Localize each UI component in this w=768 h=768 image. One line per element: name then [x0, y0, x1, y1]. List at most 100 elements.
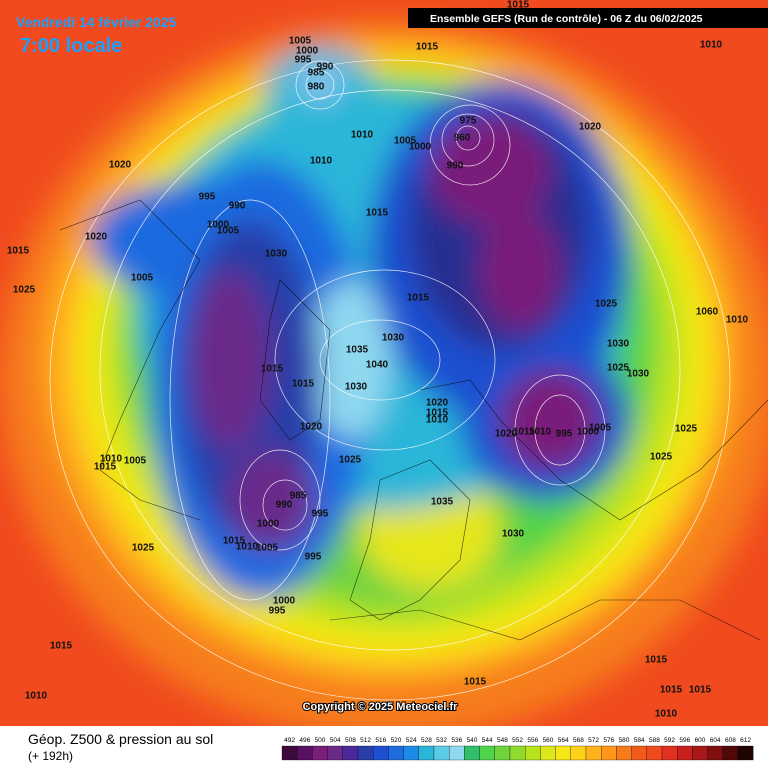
- legend-swatch: [646, 745, 663, 761]
- isobar-label: 1015: [416, 42, 439, 53]
- isobar-label: 1035: [431, 497, 454, 508]
- isobar-label: 1010: [655, 709, 678, 720]
- isobar-label: 1030: [382, 333, 405, 344]
- isobar-label: 1010: [426, 415, 449, 426]
- isobar-label: 1030: [265, 249, 288, 260]
- isobar-label: 1005: [256, 543, 279, 554]
- isobar-label: 990: [447, 161, 464, 172]
- legend-label: 552: [512, 737, 523, 744]
- height-field: [0, 20, 768, 740]
- legend: 492 496 500 504 508 512 516 520 524 528 532 536 540 5…: [281, 737, 754, 761]
- isobar-label: 1020: [109, 160, 132, 171]
- legend-label: 512: [360, 737, 371, 744]
- legend-swatch: [555, 745, 571, 761]
- legend-swatch: [601, 745, 617, 761]
- isobar-label: 1000: [273, 596, 296, 607]
- isobar-label: 1010: [726, 315, 749, 326]
- legend-label: 608: [725, 737, 736, 744]
- legend-label: 600: [695, 737, 706, 744]
- isobar-label: 1025: [13, 285, 36, 296]
- isobar-label: 1015: [513, 427, 536, 438]
- isobar-label: 990: [317, 62, 334, 73]
- isobar-label: 1005: [124, 456, 147, 467]
- legend-label: 524: [406, 737, 417, 744]
- isobar-label: 1000: [409, 142, 432, 153]
- isobar-label: 1005: [289, 36, 312, 47]
- legend-swatch: [722, 745, 739, 761]
- legend-label: 556: [527, 737, 538, 744]
- isobar-label: 995: [556, 429, 573, 440]
- isobar-label: 1015: [407, 293, 430, 304]
- isobar-label: 980: [308, 82, 325, 93]
- isobar-label: 1010: [236, 542, 259, 553]
- legend-swatch: [570, 745, 587, 761]
- isobar-label: 1015: [689, 685, 712, 696]
- legend-swatch: [585, 745, 602, 761]
- isobar-label: 1025: [339, 455, 362, 466]
- time: 7:00 locale: [20, 35, 122, 57]
- legend-swatch: [677, 745, 693, 761]
- legend-swatch: [357, 745, 374, 761]
- legend-label: 504: [330, 737, 341, 744]
- legend-label: 492: [284, 737, 295, 744]
- isobar-label: 1005: [217, 226, 240, 237]
- isobar-label: 1015: [660, 685, 683, 696]
- copyright: Copyright © 2025 Meteociel.fr: [303, 701, 459, 713]
- legend-swatch: [737, 745, 754, 761]
- isobar-label: 1020: [85, 232, 108, 243]
- isobar-label: 1020: [426, 398, 449, 409]
- date: Vendredi 14 février 2025: [16, 14, 177, 30]
- isobar-label: 1010: [529, 427, 552, 438]
- isobar-label: 990: [276, 500, 293, 511]
- legend-swatch: [692, 745, 708, 761]
- isobar-label: 1015: [261, 364, 284, 375]
- isobar-label: 1000: [207, 220, 230, 231]
- legend-label: 584: [634, 737, 645, 744]
- isobar-label: 1030: [607, 339, 630, 350]
- legend-label: 540: [467, 737, 478, 744]
- legend-swatch: [373, 745, 389, 761]
- isobar-label: 995: [295, 55, 312, 66]
- isobar-label: 1005: [394, 136, 417, 147]
- isobar-label: 1015: [507, 0, 530, 11]
- legend-swatch: [494, 745, 511, 761]
- legend-swatch: [661, 745, 678, 761]
- legend-label: 500: [315, 737, 326, 744]
- isobar-label: 1015: [464, 677, 487, 688]
- footer-title: Géop. Z500 & pression au sol: [28, 731, 213, 747]
- isobar-label: 1010: [310, 156, 333, 167]
- legend-label: 612: [740, 737, 751, 744]
- legend-swatch: [479, 745, 495, 761]
- footer-lead: (+ 192h): [28, 749, 73, 763]
- isobar-label: 1000: [257, 519, 280, 530]
- isobar-label: 985: [308, 68, 325, 79]
- legend-swatch: [418, 745, 435, 761]
- legend-label: 532: [436, 737, 447, 744]
- isobar-label: 1025: [650, 452, 673, 463]
- isobar-label: 1010: [351, 130, 374, 141]
- legend-label: 560: [543, 737, 554, 744]
- legend-swatch: [312, 745, 328, 761]
- isobar-label: 1040: [366, 360, 389, 371]
- isobar-label: 1030: [502, 529, 525, 540]
- isobar-label: 995: [312, 509, 329, 520]
- isobar-label: 1015: [50, 641, 73, 652]
- isobar-label: 975: [460, 116, 477, 127]
- isobar-label: 1010: [25, 691, 48, 702]
- legend-swatch: [540, 745, 556, 761]
- isobar-label: 1000: [577, 427, 600, 438]
- model-banner: [408, 8, 768, 28]
- legend-label: 580: [619, 737, 630, 744]
- isobar-label: 1000: [296, 46, 319, 57]
- legend-swatch: [525, 745, 541, 761]
- legend-swatch: [342, 745, 359, 761]
- isobar-label: 1035: [346, 345, 369, 356]
- legend-swatch: [388, 745, 404, 761]
- legend-label: 576: [603, 737, 614, 744]
- isobar-label: 1015: [366, 208, 389, 219]
- legend-swatch: [403, 745, 419, 761]
- legend-swatch: [631, 745, 647, 761]
- legend-swatch: [433, 745, 450, 761]
- legend-label: 520: [391, 737, 402, 744]
